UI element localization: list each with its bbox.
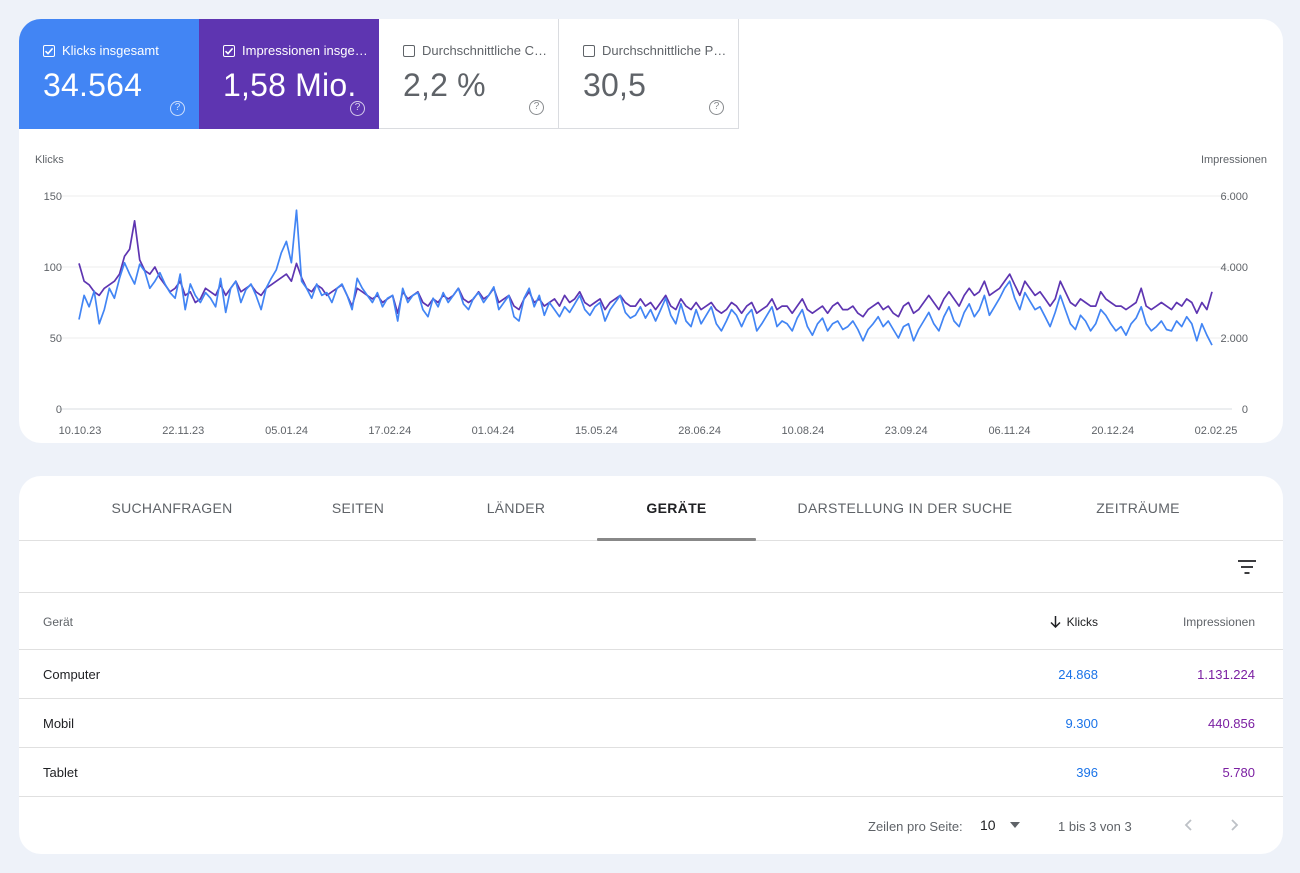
series-line-klicks bbox=[78, 209, 1213, 346]
dimension-tabs: SUCHANFRAGEN SEITEN LÄNDER GERÄTE DARSTE… bbox=[19, 476, 1283, 541]
left-tick-label: 150 bbox=[44, 191, 62, 203]
tab-geraete[interactable]: GERÄTE bbox=[597, 476, 756, 541]
metric-label: Durchschnittliche Position bbox=[602, 43, 730, 58]
filter-icon[interactable] bbox=[1235, 555, 1259, 579]
tab-seiten[interactable]: SEITEN bbox=[331, 500, 385, 516]
metric-clicks-tile[interactable]: Klicks insgesamt 34.564 ? bbox=[19, 19, 199, 129]
x-tick-label: 01.04.24 bbox=[472, 425, 515, 437]
x-tick-label: 20.12.24 bbox=[1091, 425, 1134, 437]
metric-position-tile[interactable]: Durchschnittliche Position 30,5 ? bbox=[559, 19, 739, 129]
left-tick-label: 0 bbox=[56, 404, 62, 416]
dropdown-arrow-icon bbox=[1009, 822, 1020, 828]
left-axis-title: Klicks bbox=[35, 154, 64, 166]
metric-label: Impressionen insgesamt bbox=[242, 43, 370, 58]
performance-card: Klicks insgesamt 34.564 ? Impressionen i… bbox=[19, 19, 1283, 443]
column-header-impressions[interactable]: Impressionen bbox=[1182, 615, 1255, 629]
right-tick-label: 4.000 bbox=[1220, 262, 1248, 274]
impressions-cell: 1.131.224 bbox=[1197, 667, 1255, 682]
arrow-down-icon bbox=[1050, 616, 1061, 628]
left-tick-label: 100 bbox=[44, 262, 62, 274]
rows-per-page-label: Zeilen pro Seite: bbox=[868, 819, 963, 834]
x-tick-label: 28.06.24 bbox=[678, 425, 721, 437]
dimension-table-card: SUCHANFRAGEN SEITEN LÄNDER GERÄTE DARSTE… bbox=[19, 476, 1283, 854]
x-tick-label: 02.02.25 bbox=[1195, 425, 1238, 437]
filter-row bbox=[19, 541, 1283, 593]
table-row[interactable]: Computer 24.868 1.131.224 bbox=[19, 650, 1283, 699]
help-icon[interactable]: ? bbox=[350, 101, 365, 116]
x-tick-label: 05.01.24 bbox=[265, 425, 308, 437]
tab-laender[interactable]: LÄNDER bbox=[486, 500, 546, 516]
clicks-cell: 24.868 bbox=[1058, 667, 1098, 682]
checkbox-unchecked-icon[interactable] bbox=[403, 45, 415, 57]
previous-page-icon[interactable] bbox=[1176, 813, 1200, 837]
metric-value: 34.564 bbox=[43, 67, 143, 103]
column-header-device[interactable]: Gerät bbox=[43, 615, 74, 629]
metric-tiles: Klicks insgesamt 34.564 ? Impressionen i… bbox=[19, 19, 739, 129]
checkbox-unchecked-icon[interactable] bbox=[583, 45, 595, 57]
metric-ctr-tile[interactable]: Durchschnittliche CTR 2,2 % ? bbox=[379, 19, 559, 129]
x-tick-label: 15.05.24 bbox=[575, 425, 618, 437]
impressions-cell: 440.856 bbox=[1208, 716, 1255, 731]
x-tick-label: 23.09.24 bbox=[885, 425, 928, 437]
clicks-cell: 396 bbox=[1076, 765, 1098, 780]
metric-label: Klicks insgesamt bbox=[62, 43, 159, 58]
table-row[interactable]: Mobil 9.300 440.856 bbox=[19, 699, 1283, 748]
pagination: Zeilen pro Seite: 10 1 bis 3 von 3 bbox=[19, 797, 1283, 854]
right-axis-title: Impressionen bbox=[1201, 154, 1267, 166]
x-tick-label: 10.08.24 bbox=[781, 425, 824, 437]
x-tick-label: 17.02.24 bbox=[368, 425, 411, 437]
table-header: Gerät Klicks Impressionen bbox=[19, 593, 1283, 650]
rows-per-page-select[interactable]: 10 bbox=[980, 817, 1020, 833]
x-tick-label: 10.10.23 bbox=[59, 425, 102, 437]
right-tick-label: 0 bbox=[1242, 404, 1248, 416]
column-header-label: Klicks bbox=[1066, 615, 1098, 629]
clicks-cell: 9.300 bbox=[1065, 716, 1098, 731]
metric-label: Durchschnittliche CTR bbox=[422, 43, 550, 58]
series-line-impressionen bbox=[78, 219, 1213, 318]
help-icon[interactable]: ? bbox=[170, 101, 185, 116]
performance-chart[interactable]: Klicks Impressionen 150 100 50 0 6.000 4.000… bbox=[19, 149, 1283, 439]
tab-suchanfragen[interactable]: SUCHANFRAGEN bbox=[111, 500, 233, 516]
metric-value: 30,5 bbox=[583, 67, 647, 103]
metric-value: 1,58 Mio. bbox=[223, 67, 357, 103]
x-tick-label: 22.11.23 bbox=[162, 425, 204, 437]
device-cell: Computer bbox=[43, 667, 101, 682]
rows-per-page-value: 10 bbox=[980, 817, 996, 833]
checkbox-checked-icon[interactable] bbox=[223, 45, 235, 57]
x-tick-label: 06.11.24 bbox=[988, 425, 1030, 437]
checkbox-checked-icon[interactable] bbox=[43, 45, 55, 57]
pagination-range: 1 bis 3 von 3 bbox=[1058, 819, 1132, 834]
impressions-cell: 5.780 bbox=[1222, 765, 1255, 780]
table-row[interactable]: Tablet 396 5.780 bbox=[19, 748, 1283, 797]
right-tick-label: 2.000 bbox=[1220, 333, 1248, 345]
left-tick-label: 50 bbox=[50, 333, 62, 345]
metric-value: 2,2 % bbox=[403, 67, 486, 103]
tab-darstellung[interactable]: DARSTELLUNG IN DER SUCHE bbox=[797, 500, 1013, 516]
column-header-clicks[interactable]: Klicks bbox=[1050, 615, 1098, 629]
next-page-icon[interactable] bbox=[1223, 813, 1247, 837]
metric-impressions-tile[interactable]: Impressionen insgesamt 1,58 Mio. ? bbox=[199, 19, 379, 129]
right-tick-label: 6.000 bbox=[1220, 191, 1248, 203]
device-cell: Tablet bbox=[43, 765, 78, 780]
tab-zeitraeume[interactable]: ZEITRÄUME bbox=[1096, 500, 1180, 516]
device-cell: Mobil bbox=[43, 716, 75, 731]
help-icon[interactable]: ? bbox=[709, 100, 724, 115]
help-icon[interactable]: ? bbox=[529, 100, 544, 115]
